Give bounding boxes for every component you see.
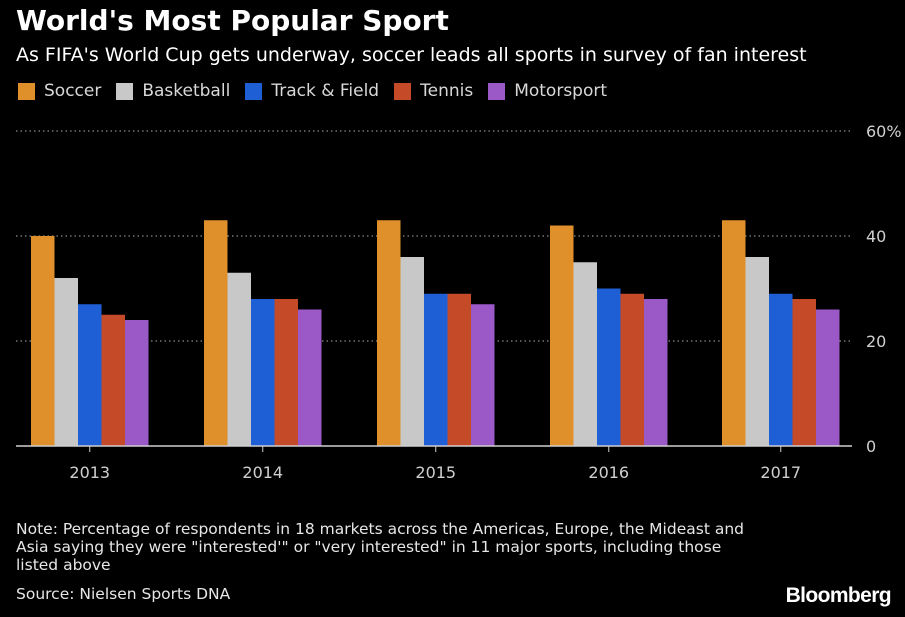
legend-swatch — [394, 82, 412, 100]
x-tick-label: 2016 — [588, 463, 629, 482]
chart-note: Note: Percentage of respondents in 18 ma… — [16, 520, 744, 574]
bloomberg-logo: Bloomberg — [785, 584, 892, 607]
bar-basketball — [227, 272, 251, 446]
bar-chart: 0 20 40 60% 2013 2014 2015 2016 2017 — [16, 122, 902, 482]
bar-soccer — [550, 225, 574, 446]
legend-label: Soccer — [44, 81, 102, 101]
legend-item: Basketball — [116, 81, 230, 101]
bar-track-field — [769, 293, 793, 446]
bar-motorsport — [471, 304, 495, 446]
bar-track-field — [251, 299, 275, 446]
bar-motorsport — [816, 309, 840, 446]
x-tick-label: 2013 — [69, 463, 110, 482]
bar-basketball — [400, 257, 424, 446]
bar-basketball — [573, 262, 597, 446]
legend-item: Track & Field — [245, 81, 379, 101]
y-tick-label: 40 — [866, 227, 886, 246]
bar-motorsport — [298, 309, 322, 446]
chart-subtitle: As FIFA's World Cup gets underway, socce… — [16, 44, 807, 66]
bar-soccer — [31, 236, 55, 446]
legend-item: Motorsport — [488, 81, 607, 101]
bar-soccer — [377, 220, 401, 446]
legend-item: Soccer — [18, 81, 101, 101]
bar-soccer — [722, 220, 746, 446]
bar-track-field — [424, 293, 448, 446]
x-tick-label: 2015 — [415, 463, 456, 482]
y-tick-label: 20 — [866, 332, 886, 351]
legend-label: Tennis — [420, 81, 474, 101]
bar-tennis — [620, 293, 644, 446]
bar-tennis — [447, 293, 471, 446]
legend-label: Motorsport — [514, 81, 608, 101]
legend-item: Tennis — [394, 81, 473, 101]
legend-swatch — [245, 82, 263, 100]
bar-tennis — [274, 299, 298, 446]
chart-title: World's Most Popular Sport — [16, 4, 449, 37]
bar-track-field — [597, 288, 621, 446]
x-tick-label: 2014 — [242, 463, 283, 482]
y-tick-label: 0 — [866, 437, 876, 456]
bar-motorsport — [125, 320, 149, 446]
chart-source: Source: Nielsen Sports DNA — [16, 585, 231, 603]
legend-swatch — [18, 82, 35, 100]
x-tick-label: 2017 — [760, 463, 801, 482]
bar-tennis — [792, 299, 816, 446]
legend-label: Track & Field — [271, 81, 380, 101]
legend-label: Basketball — [142, 81, 231, 101]
legend-swatch — [488, 82, 506, 100]
y-tick-label: 60% — [866, 122, 902, 141]
bar-tennis — [101, 314, 125, 446]
bar-basketball — [745, 257, 769, 446]
bar-track-field — [78, 304, 102, 446]
chart-legend: Soccer Basketball Track & Field Tennis Motor… — [18, 81, 622, 101]
bar-motorsport — [644, 299, 668, 446]
legend-swatch — [116, 82, 134, 100]
bar-soccer — [204, 220, 228, 446]
bar-basketball — [54, 278, 78, 446]
